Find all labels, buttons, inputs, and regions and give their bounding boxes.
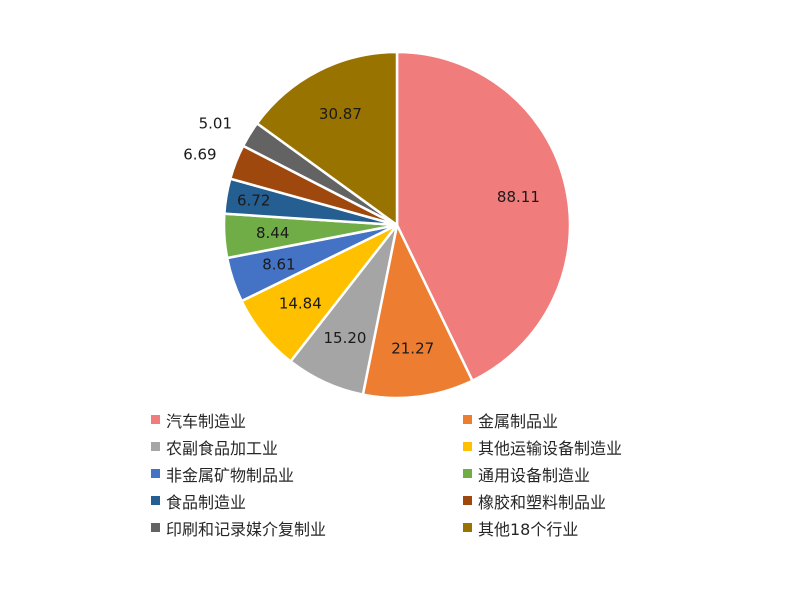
legend-item: 印刷和记录媒介复制业 xyxy=(151,517,463,539)
legend-swatch xyxy=(463,523,472,532)
data-label: 8.61 xyxy=(262,256,295,274)
legend-item: 非金属矿物制品业 xyxy=(151,463,463,485)
data-label: 8.44 xyxy=(256,224,289,242)
legend-label: 其他运输设备制造业 xyxy=(478,438,623,458)
pie-slice xyxy=(255,50,399,228)
legend-item: 其他运输设备制造业 xyxy=(463,436,713,458)
data-label: 30.87 xyxy=(319,105,362,123)
legend-label: 印刷和记录媒介复制业 xyxy=(166,519,327,539)
legend-item: 金属制品业 xyxy=(463,409,713,431)
legend-label: 汽车制造业 xyxy=(166,411,247,431)
legend-item: 农副食品加工业 xyxy=(151,436,463,458)
pie-slice xyxy=(395,50,572,383)
legend-label: 非金属矿物制品业 xyxy=(166,465,295,485)
legend-swatch xyxy=(463,442,472,451)
data-label: 15.20 xyxy=(324,329,367,347)
legend-swatch xyxy=(151,496,160,505)
data-label: 5.01 xyxy=(199,115,232,133)
legend-label: 橡胶和塑料制品业 xyxy=(478,492,607,512)
legend-item: 汽车制造业 xyxy=(151,409,463,431)
data-label: 88.11 xyxy=(497,188,540,206)
legend-label: 食品制造业 xyxy=(166,492,247,512)
legend-swatch xyxy=(151,469,160,478)
legend-item: 通用设备制造业 xyxy=(463,463,713,485)
data-label: 14.84 xyxy=(279,295,322,313)
legend-swatch xyxy=(151,442,160,451)
legend-swatch xyxy=(463,496,472,505)
legend-item: 橡胶和塑料制品业 xyxy=(463,490,713,512)
chart-legend: 汽车制造业 金属制品业农副食品加工业 其他运输设备制造业非金属矿物制品业 通用设备制造… xyxy=(151,409,713,539)
legend-swatch xyxy=(151,523,160,532)
legend-swatch xyxy=(463,469,472,478)
legend-label: 通用设备制造业 xyxy=(478,465,591,485)
pie-slice xyxy=(361,221,475,400)
legend-label: 农副食品加工业 xyxy=(166,438,279,458)
legend-swatch xyxy=(463,415,472,424)
data-label: 6.72 xyxy=(237,192,270,210)
data-label: 6.69 xyxy=(183,145,216,163)
legend-label: 金属制品业 xyxy=(478,411,559,431)
data-label: 21.27 xyxy=(391,340,434,358)
legend-item: 食品制造业 xyxy=(151,490,463,512)
legend-label: 其他18个行业 xyxy=(478,519,579,539)
legend-swatch xyxy=(151,415,160,424)
legend-item: 其他18个行业 xyxy=(463,517,713,539)
